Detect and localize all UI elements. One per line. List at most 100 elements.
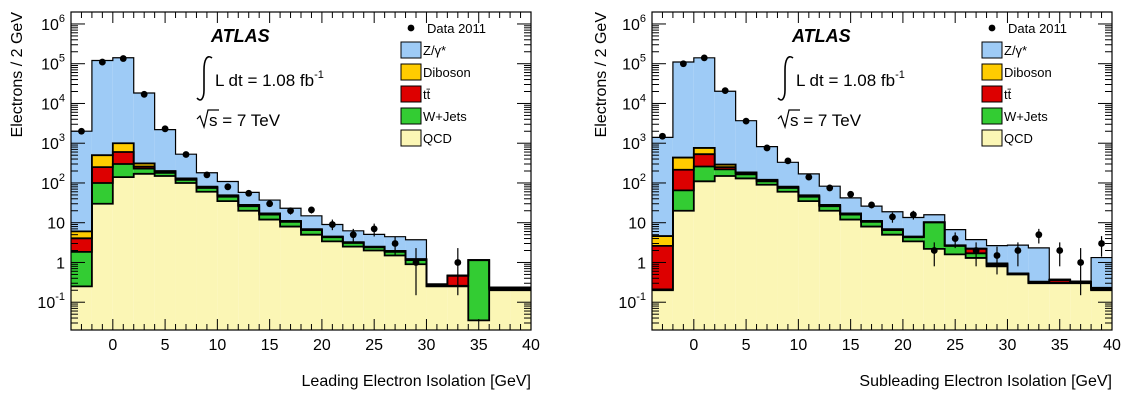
y-tick-exponent: 4 [59,92,65,104]
bar-z-2 [113,58,134,143]
data-point-14 [952,235,959,242]
y-tick-label: 103 [41,132,65,153]
data-point-0 [78,128,85,135]
bar-qcd-8 [238,211,259,330]
bar-qcd-9 [259,220,280,330]
data-point-17 [454,259,461,266]
legend-entry-label: Z/γ* [1004,43,1027,58]
data-point-5 [183,151,190,158]
y-tick-exponent: 4 [640,92,646,104]
data-point-15 [392,240,399,247]
bar-qcd-17 [1007,274,1028,330]
data-point-21 [1098,240,1105,247]
y-tick-mantissa: 10 [37,295,55,312]
x-tick-label: 0 [689,337,698,354]
data-point-2 [120,55,127,62]
data-point-4 [743,118,750,125]
y-tick-label: 104 [41,92,65,113]
y-tick-label: 105 [41,53,65,74]
bar-qcd-10 [861,227,882,330]
y-tick-mantissa: 1 [637,255,646,272]
y-tick-mantissa: 10 [41,176,59,193]
legend-swatch-3 [982,86,1002,102]
bar-wjets-2 [694,166,715,181]
experiment-label: ATLAS [791,26,851,46]
bar-diboson-2 [113,143,134,152]
x-tick-label: 10 [208,337,226,354]
bar-qcd-12 [322,241,343,330]
experiment-label: ATLAS [210,26,270,46]
x-tick-label: 5 [742,337,751,354]
legend-entry-label: Data 2011 [427,21,486,36]
bar-z-9 [840,198,861,214]
luminosity-exponent: -1 [895,69,905,81]
bar-tt-1 [92,167,113,183]
integral-sign [197,57,212,100]
bar-qcd-15 [385,255,406,330]
bar-qcd-6 [777,192,798,330]
data-point-9 [266,200,273,207]
legend-entry-label: Data 2011 [1008,21,1067,36]
legend-entry-label: QCD [423,131,452,146]
x-tick-label: 40 [1103,337,1121,354]
y-tick-label: 10 [628,216,646,233]
data-point-10 [868,202,875,209]
series-0-bars [71,174,531,330]
bar-z-1 [673,62,694,158]
bar-z-5 [757,147,778,180]
x-tick-label: 0 [108,337,117,354]
y-tick-mantissa: 10 [618,295,636,312]
legend-swatch-2 [982,64,1002,80]
y-tick-exponent: 2 [59,172,65,184]
legend-entry-label: QCD [1004,131,1033,146]
bar-qcd-11 [301,235,322,330]
x-tick-label: 25 [365,337,383,354]
legend-entry-label: Diboson [423,65,471,80]
legend-swatch-4 [401,108,421,124]
y-tick-exponent: -1 [636,291,646,303]
bar-z-4 [155,130,176,171]
data-point-12 [329,221,336,228]
y-tick-exponent: -1 [55,291,65,303]
energy-label: s = 7 TeV [209,111,281,130]
luminosity-label: L dt = 1.08 fb-1 [796,69,905,90]
data-point-12 [910,211,917,218]
y-tick-mantissa: 10 [41,17,59,34]
bar-qcd-12 [903,241,924,330]
y-tick-label: 1 [56,255,65,272]
legend-swatch-4 [982,108,1002,124]
y-tick-label: 10 [47,216,65,233]
data-point-1 [680,60,687,67]
x-tick-label: 30 [999,337,1017,354]
data-point-2 [701,55,708,62]
data-point-20 [1077,259,1084,266]
y-tick-mantissa: 10 [628,216,646,233]
x-tick-label: 15 [261,337,279,354]
x-tick-label: 35 [1051,337,1069,354]
y-tick-label: 102 [622,172,646,193]
y-tick-mantissa: 10 [622,176,640,193]
y-tick-exponent: 3 [640,132,646,144]
x-tick-label: 35 [470,337,488,354]
data-point-7 [224,183,231,190]
bar-qcd-1 [92,204,113,330]
bar-qcd-7 [798,201,819,330]
x-tick-label: 40 [522,337,540,354]
bar-z-3 [715,91,736,164]
bar-wjets-19 [468,260,489,320]
y-tick-mantissa: 10 [622,96,640,113]
x-tick-label: 30 [418,337,436,354]
legend-entry-label: Diboson [1004,65,1052,80]
bar-qcd-4 [736,178,757,330]
data-point-13 [350,231,357,238]
bar-z-0 [71,131,92,231]
x-tick-label: 10 [789,337,807,354]
data-point-16 [413,259,420,266]
bar-z-6 [777,162,798,186]
bar-qcd-4 [155,176,176,330]
bar-qcd-7 [217,201,238,330]
bar-qcd-8 [819,211,840,330]
